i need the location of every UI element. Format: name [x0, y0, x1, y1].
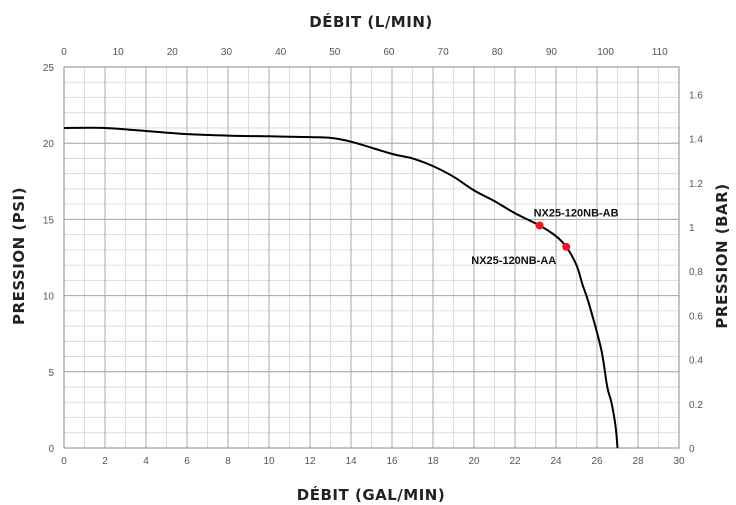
x-bottom-tick-label: 24: [550, 456, 562, 467]
y-right-axis-title: PRESSION (BAR): [713, 183, 731, 328]
x-bottom-tick-label: 4: [143, 456, 149, 467]
x-bottom-tick-label: 20: [468, 456, 480, 467]
x-top-tick-label: 10: [113, 47, 125, 58]
x-top-tick-label: 50: [329, 47, 341, 58]
y-left-axis-title: PRESSION (PSI): [10, 187, 28, 325]
x-bottom-tick-label: 26: [591, 456, 603, 467]
operating-point-marker: [535, 221, 544, 230]
y-right-tick-label: 1.6: [689, 90, 703, 101]
y-left-tick-label: 20: [43, 139, 55, 150]
x-bottom-tick-label: 0: [61, 456, 67, 467]
x-bottom-tick-label: 6: [184, 456, 190, 467]
x-top-tick-label: 80: [492, 47, 504, 58]
x-bottom-tick-label: 22: [509, 456, 521, 467]
operating-point-marker: [562, 242, 571, 251]
operating-point-label: NX25-120NB-AA: [471, 255, 556, 267]
y-left-tick-label: 25: [43, 63, 55, 74]
x-top-tick-label: 100: [597, 47, 614, 58]
x-bottom-tick-label: 10: [263, 456, 275, 467]
x-bottom-tick-label: 28: [632, 456, 644, 467]
x-top-tick-label: 70: [438, 47, 450, 58]
y-left-ticks: 0 5 10 15 20 25: [43, 63, 55, 455]
x-top-tick-label: 40: [275, 47, 287, 58]
x-top-tick-label: 110: [652, 47, 668, 58]
x-top-tick-label: 60: [383, 47, 395, 58]
y-right-tick-label: 0.2: [689, 400, 703, 411]
x-bottom-tick-label: 16: [386, 456, 398, 467]
x-bottom-ticks: 0 2 4 6 8 10 12 14 16 18 20 22 24 26 28 30: [61, 456, 685, 467]
x-top-tick-label: 20: [167, 47, 179, 58]
y-right-tick-label: 0.8: [689, 267, 703, 278]
x-top-tick-label: 90: [546, 47, 558, 58]
y-right-tick-label: 1.2: [689, 179, 703, 190]
x-bottom-tick-label: 18: [427, 456, 439, 467]
x-top-axis-title: DÉBIT (L/MIN): [309, 12, 432, 31]
x-bottom-tick-label: 12: [304, 456, 316, 467]
x-bottom-tick-label: 14: [345, 456, 357, 467]
y-left-tick-label: 10: [43, 292, 55, 303]
y-right-tick-label: 0.4: [689, 356, 703, 367]
x-bottom-tick-label: 30: [673, 456, 685, 467]
x-bottom-axis-title: DÉBIT (GAL/MIN): [297, 485, 445, 504]
x-bottom-tick-label: 8: [225, 456, 231, 467]
y-right-tick-label: 0.6: [689, 311, 703, 322]
y-right-tick-label: 0: [689, 444, 695, 455]
x-bottom-tick-label: 2: [102, 456, 108, 467]
x-top-ticks: 0 10 20 30 40 50 60 70 80 90 100 110: [61, 47, 668, 58]
y-right-ticks: 0 0.2 0.4 0.6 0.8 1 1.2 1.4 1.6: [689, 90, 703, 455]
x-top-tick-label: 0: [61, 47, 67, 58]
y-left-tick-label: 0: [48, 444, 54, 455]
plot-frame: [63, 66, 680, 449]
operating-point-label: NX25-120NB-AB: [534, 207, 619, 219]
y-right-tick-label: 1: [689, 223, 695, 234]
y-left-tick-label: 15: [43, 215, 55, 226]
pump-curve-line: [63, 126, 619, 449]
minor-grid: [63, 66, 680, 449]
y-left-tick-label: 5: [48, 368, 54, 379]
annotations: NX25-120NB-AB NX25-120NB-AA: [471, 207, 618, 266]
x-top-tick-label: 30: [221, 47, 233, 58]
y-right-tick-label: 1.4: [689, 135, 703, 146]
